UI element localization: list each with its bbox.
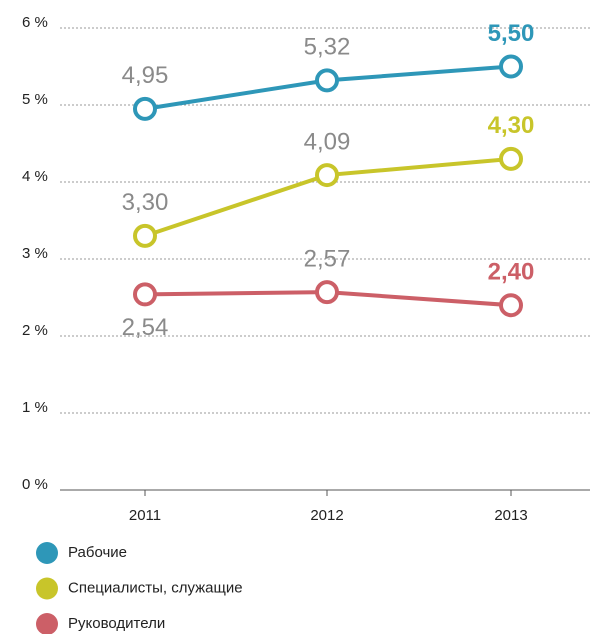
data-label: 2,54	[122, 314, 169, 341]
y-tick-label: 5 %	[22, 91, 48, 108]
point	[133, 223, 157, 248]
y-tick-label: 2 %	[22, 322, 48, 339]
y-tick-label: 1 %	[22, 399, 48, 416]
data-label: 4,09	[304, 128, 351, 155]
legend-label: Рабочие	[68, 544, 127, 561]
x-tick-label: 2011	[129, 507, 161, 524]
data-label: 5,32	[304, 34, 351, 61]
legend-label: Руководители	[68, 615, 165, 632]
point	[499, 146, 523, 171]
data-label: 3,30	[122, 189, 169, 216]
y-tick-label: 3 %	[22, 245, 48, 262]
data-label: 5,50	[488, 20, 535, 47]
legend-marker	[36, 542, 58, 564]
data-label: 4,30	[488, 112, 535, 139]
x-tick-label: 2013	[494, 507, 527, 524]
data-label: 4,95	[122, 62, 169, 89]
y-tick-label: 0 %	[22, 476, 48, 493]
point	[315, 163, 339, 188]
legend-label: Специалисты, служащие	[68, 579, 243, 596]
legend-marker	[36, 613, 58, 634]
x-tick-label: 2012	[310, 507, 343, 524]
data-label: 2,57	[304, 245, 351, 272]
point	[499, 293, 523, 318]
y-tick-label: 6 %	[22, 14, 48, 31]
legend-marker	[36, 577, 58, 600]
data-label: 2,40	[488, 259, 535, 286]
y-tick-label: 4 %	[22, 168, 48, 185]
point	[133, 282, 157, 307]
point	[133, 96, 157, 121]
point	[315, 68, 339, 93]
point	[499, 54, 523, 79]
point	[315, 280, 339, 305]
